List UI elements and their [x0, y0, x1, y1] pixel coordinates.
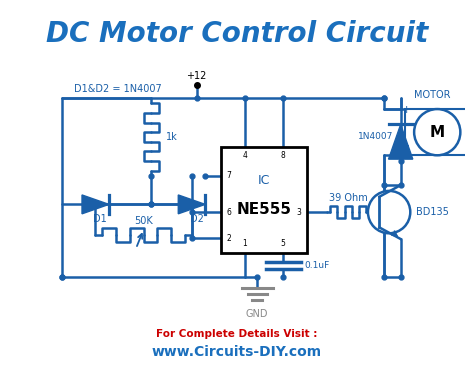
Text: 4: 4 — [242, 152, 247, 161]
Text: M: M — [429, 125, 445, 140]
Text: +12: +12 — [186, 71, 207, 81]
Text: D2: D2 — [190, 214, 203, 224]
Text: IC: IC — [258, 174, 270, 187]
Text: DC Motor Control Circuit: DC Motor Control Circuit — [46, 20, 428, 48]
Text: 1N4007: 1N4007 — [357, 132, 393, 141]
Bar — [220, 147, 307, 253]
Text: MOTOR: MOTOR — [414, 89, 451, 100]
Text: 39 Ohm: 39 Ohm — [329, 193, 367, 202]
Text: +: + — [402, 105, 411, 115]
Text: -: - — [404, 139, 409, 153]
Text: 7: 7 — [227, 171, 231, 180]
Text: D1: D1 — [93, 214, 107, 224]
Text: 6: 6 — [227, 208, 231, 216]
Text: 1k: 1k — [166, 132, 177, 142]
Text: 3: 3 — [297, 208, 301, 216]
Polygon shape — [389, 124, 413, 159]
Text: 0.1uF: 0.1uF — [304, 261, 329, 270]
Circle shape — [414, 109, 460, 155]
Polygon shape — [82, 195, 109, 214]
Text: 2: 2 — [227, 234, 231, 242]
Text: BD135: BD135 — [416, 207, 449, 217]
Text: 50K: 50K — [134, 216, 153, 226]
Text: www.Circuits-DIY.com: www.Circuits-DIY.com — [152, 345, 322, 359]
Polygon shape — [178, 195, 205, 214]
Text: 8: 8 — [281, 152, 285, 161]
Text: GND: GND — [246, 309, 268, 319]
Bar — [404, 109, 470, 155]
Text: 5: 5 — [281, 239, 286, 248]
Text: D1&D2 = 1N4007: D1&D2 = 1N4007 — [74, 84, 162, 94]
Text: For Complete Details Visit :: For Complete Details Visit : — [156, 329, 318, 339]
Circle shape — [368, 191, 410, 233]
Text: 1: 1 — [242, 239, 247, 248]
Text: NE555: NE555 — [237, 202, 292, 217]
